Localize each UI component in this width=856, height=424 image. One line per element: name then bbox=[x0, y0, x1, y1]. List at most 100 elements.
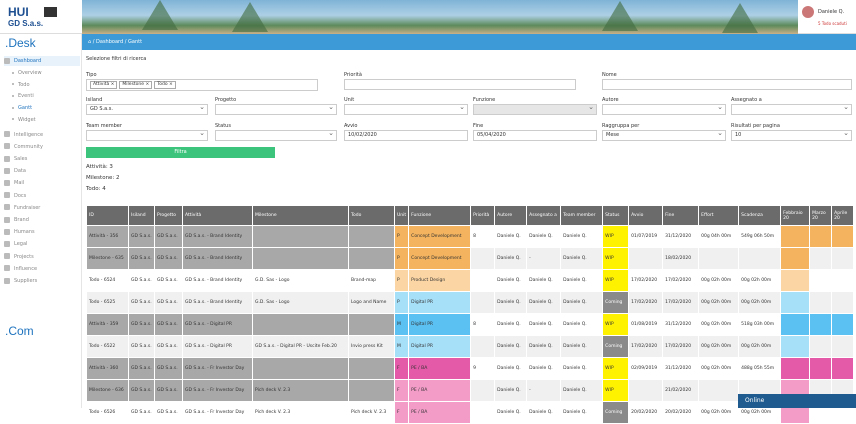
column-header[interactable]: Priorità bbox=[470, 205, 496, 226]
cell-id: Attività - 356 bbox=[86, 225, 129, 248]
cell-id: Todo - 6522 bbox=[86, 335, 129, 358]
column-header[interactable]: ID bbox=[86, 205, 129, 226]
sidebar-item-fundraiser[interactable]: Fundraiser bbox=[4, 203, 80, 213]
sidebar-item-community[interactable]: Community bbox=[4, 142, 80, 152]
column-header[interactable]: Febbraio 20 bbox=[780, 205, 811, 226]
sidebar-item-label: Data bbox=[14, 168, 26, 175]
progetto-select[interactable] bbox=[215, 104, 337, 115]
funzione-select[interactable] bbox=[473, 104, 597, 115]
gantt-cell bbox=[831, 247, 855, 270]
table-row[interactable]: Todo - 6525 GD S.a.s. GD S.a.s. GD S.a.s. -… bbox=[86, 291, 855, 314]
cell-scadenza bbox=[738, 247, 782, 270]
column-header[interactable]: Autore bbox=[494, 205, 528, 226]
column-header[interactable]: Attività bbox=[182, 205, 253, 226]
table-row[interactable]: Todo - 6524 GD S.a.s. GD S.a.s. GD S.a.s. -… bbox=[86, 269, 855, 292]
sidebar-item-label: Docs bbox=[14, 192, 27, 199]
column-header[interactable]: Milestone bbox=[252, 205, 349, 226]
sidebar-item-humans[interactable]: Humans bbox=[4, 227, 80, 237]
tipo-multiselect[interactable]: Attività × Milestone × Todo × bbox=[86, 79, 318, 91]
sidebar-item-gantt[interactable]: Gantt bbox=[12, 103, 88, 113]
cell-effort: 00g 02h 00m bbox=[698, 335, 740, 358]
sidebar-item-suppliers[interactable]: Suppliers bbox=[4, 276, 80, 286]
risultati-select[interactable]: 10 bbox=[731, 130, 852, 141]
sidebar-item-todo[interactable]: Todo bbox=[12, 80, 88, 90]
sidebar-brand-desk[interactable]: .Desk bbox=[5, 36, 36, 50]
column-header[interactable]: Todo bbox=[348, 205, 395, 226]
sidebar-item-mail[interactable]: Mail bbox=[4, 178, 80, 188]
isiland-select[interactable]: GD S.a.s. bbox=[86, 104, 208, 115]
breadcrumb[interactable]: ⌂ / Dashboard / Gantt bbox=[82, 34, 856, 50]
column-header[interactable]: Status bbox=[602, 205, 630, 226]
assegnato-select[interactable] bbox=[731, 104, 852, 115]
column-header[interactable]: Team member bbox=[560, 205, 604, 226]
cell-autore: Daniele Q. bbox=[494, 269, 528, 292]
cell-milestone: Pich deck V. 2.3 bbox=[252, 379, 349, 402]
column-header[interactable]: Marzo 20 bbox=[809, 205, 833, 226]
raggruppa-select[interactable]: Mese bbox=[602, 130, 726, 141]
fine-input[interactable]: 05/04/2020 bbox=[473, 130, 597, 141]
avvio-input[interactable]: 10/02/2020 bbox=[344, 130, 468, 141]
sidebar-item-influence[interactable]: Influence bbox=[4, 264, 80, 274]
cell-milestone bbox=[252, 225, 349, 248]
sidebar-item-label: Gantt bbox=[18, 105, 33, 111]
cell-priorita: 8 bbox=[470, 313, 496, 336]
cell-assegnato: - bbox=[526, 247, 562, 270]
filtra-button[interactable]: Filtra bbox=[86, 147, 275, 158]
status-label: Status bbox=[215, 123, 231, 129]
unit-select[interactable] bbox=[344, 104, 468, 115]
sidebar-item-eventi[interactable]: Eventi bbox=[12, 91, 88, 101]
tipo-tag[interactable]: Todo × bbox=[154, 81, 176, 89]
cell-avvio bbox=[628, 379, 664, 402]
cell-assegnato: Daniele Q. bbox=[526, 291, 562, 314]
column-header[interactable]: Assegnato a bbox=[526, 205, 562, 226]
sidebar-item-dashboard[interactable]: Dashboard bbox=[4, 56, 80, 66]
column-header[interactable]: Aprile 20 bbox=[831, 205, 855, 226]
sidebar-item-sales[interactable]: Sales bbox=[4, 154, 80, 164]
gantt-cell bbox=[809, 269, 833, 292]
autore-select[interactable] bbox=[602, 104, 726, 115]
sidebar-item-data[interactable]: Data bbox=[4, 166, 80, 176]
status-select[interactable] bbox=[215, 130, 337, 141]
user-menu[interactable]: Daniele Q. 5 Todo scaduti bbox=[798, 0, 856, 34]
column-header[interactable]: Effort bbox=[698, 205, 740, 226]
column-header[interactable]: Scadenza bbox=[738, 205, 782, 226]
sidebar-item-overview[interactable]: Overview bbox=[12, 68, 88, 78]
table-row[interactable]: Attività - 360 GD S.a.s. GD S.a.s. GD S.a.s… bbox=[86, 357, 855, 380]
main-content: Selezione filtri di ricerca Tipo Attivit… bbox=[82, 50, 856, 424]
sidebar-item-label: Widget bbox=[18, 116, 36, 123]
tipo-tag[interactable]: Attività × bbox=[90, 81, 118, 89]
column-header[interactable]: Unit bbox=[393, 205, 410, 226]
cell-effort: 00g 02h 00m bbox=[698, 357, 740, 380]
sidebar-item-widget[interactable]: Widget bbox=[12, 115, 88, 125]
chat-online-button[interactable]: Online bbox=[738, 394, 856, 408]
sidebar-item-brand[interactable]: Brand bbox=[4, 215, 80, 225]
sidebar-item-docs[interactable]: Docs bbox=[4, 191, 80, 201]
table-row[interactable]: Attività - 356 GD S.a.s. GD S.a.s. GD S.a.s… bbox=[86, 225, 855, 248]
header-banner bbox=[82, 0, 798, 34]
user-alert[interactable]: 5 Todo scaduti bbox=[818, 21, 847, 26]
team-select[interactable] bbox=[86, 130, 208, 141]
column-header[interactable]: Isiland bbox=[128, 205, 155, 226]
priorita-input[interactable] bbox=[344, 79, 576, 90]
table-row[interactable]: Attività - 359 GD S.a.s. GD S.a.s. GD S.a.s… bbox=[86, 313, 855, 336]
tipo-tag[interactable]: Milestone × bbox=[119, 81, 153, 89]
logo[interactable]: HUI GD S.a.s. bbox=[0, 0, 82, 34]
cell-avvio: 02/09/2019 bbox=[628, 357, 664, 380]
column-header[interactable]: Progetto bbox=[154, 205, 183, 226]
table-row[interactable]: Milestone - 635 GD S.a.s. GD S.a.s. GD S.a.… bbox=[86, 247, 855, 270]
avatar[interactable] bbox=[802, 6, 814, 18]
column-header[interactable]: Funzione bbox=[408, 205, 472, 226]
column-header[interactable]: Avvio bbox=[628, 205, 664, 226]
cell-status: WIP bbox=[602, 379, 630, 402]
table-row[interactable]: Todo - 6522 GD S.a.s. GD S.a.s. GD S.a.s. -… bbox=[86, 335, 855, 358]
column-header[interactable]: Fine bbox=[662, 205, 700, 226]
nome-input[interactable] bbox=[602, 79, 852, 90]
sidebar-item-legal[interactable]: Legal bbox=[4, 239, 80, 249]
bullet-icon bbox=[12, 83, 14, 86]
module-icon bbox=[4, 265, 10, 272]
sidebar-item-projects[interactable]: Projects bbox=[4, 252, 80, 262]
sidebar-brand-com[interactable]: .Com bbox=[5, 324, 34, 338]
user-name[interactable]: Daniele Q. bbox=[818, 9, 845, 15]
sidebar-item-intelligence[interactable]: Intelligence bbox=[4, 130, 80, 140]
gantt-cell bbox=[809, 313, 833, 336]
